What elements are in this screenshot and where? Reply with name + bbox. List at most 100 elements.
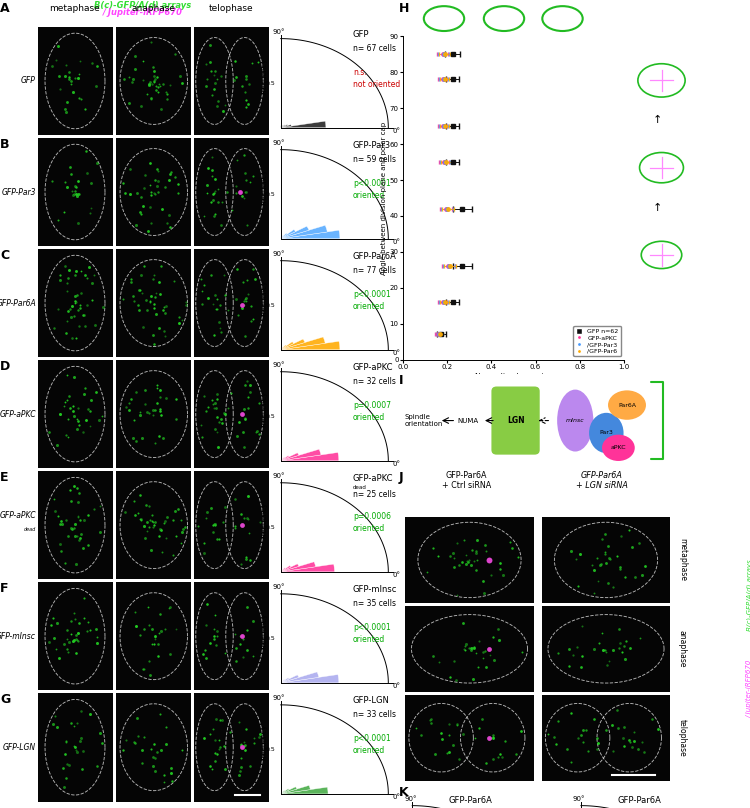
Text: G: G xyxy=(0,693,10,706)
Point xyxy=(460,558,472,570)
Point xyxy=(484,569,496,582)
Point xyxy=(242,490,254,503)
Point xyxy=(46,612,58,625)
Point xyxy=(133,303,145,316)
Point xyxy=(566,545,578,558)
Point xyxy=(212,316,224,329)
Point xyxy=(598,528,610,541)
Point xyxy=(608,644,619,657)
Point xyxy=(160,93,172,106)
Text: GFP-Par6A: GFP-Par6A xyxy=(448,797,492,806)
Point xyxy=(211,629,223,642)
Point xyxy=(151,162,163,175)
Point xyxy=(506,542,518,555)
Point xyxy=(120,734,132,747)
Point xyxy=(166,775,178,788)
Point xyxy=(240,294,252,307)
Point xyxy=(94,726,106,739)
Point xyxy=(463,553,475,566)
Point xyxy=(238,378,250,391)
Point xyxy=(238,735,250,748)
Point xyxy=(88,268,100,281)
Point xyxy=(628,571,640,584)
Text: oriented: oriented xyxy=(352,413,386,422)
Point xyxy=(84,207,96,220)
Point xyxy=(148,519,160,532)
Point xyxy=(638,745,650,758)
Point xyxy=(209,397,221,410)
Point xyxy=(204,728,216,741)
Text: K: K xyxy=(399,786,409,799)
Point xyxy=(240,553,252,566)
Polygon shape xyxy=(280,785,310,794)
Point xyxy=(70,190,82,203)
Point xyxy=(202,400,214,413)
Point xyxy=(68,522,80,535)
Point xyxy=(515,725,527,738)
Point xyxy=(60,59,72,72)
Point xyxy=(139,182,151,195)
Point xyxy=(145,93,157,106)
Point xyxy=(232,715,244,728)
Point xyxy=(231,153,243,166)
X-axis label: Normalized cap size: Normalized cap size xyxy=(475,372,552,381)
Point xyxy=(615,530,627,543)
Point xyxy=(166,166,178,179)
Text: oriented: oriented xyxy=(352,635,386,644)
Point xyxy=(209,184,221,197)
Polygon shape xyxy=(280,124,285,128)
Text: Frequency: Frequency xyxy=(262,390,268,427)
Point xyxy=(200,652,211,665)
Point xyxy=(62,271,74,284)
Text: Par3: Par3 xyxy=(599,431,613,436)
Point xyxy=(472,661,484,674)
Point xyxy=(488,654,500,667)
Point xyxy=(593,636,605,649)
Point xyxy=(66,332,78,345)
Point xyxy=(61,276,73,289)
Point xyxy=(124,163,136,176)
Point xyxy=(159,180,171,193)
Point xyxy=(443,746,455,759)
Point xyxy=(64,627,76,640)
Point xyxy=(435,727,447,740)
Point xyxy=(44,635,55,648)
Point xyxy=(454,753,466,766)
Text: GFP-Par6A: GFP-Par6A xyxy=(0,299,36,308)
Point xyxy=(211,388,223,401)
Point xyxy=(212,440,224,453)
Point xyxy=(588,587,600,600)
Point xyxy=(239,292,251,305)
Point xyxy=(246,57,258,69)
Point xyxy=(158,517,170,530)
Point xyxy=(160,217,172,229)
Text: Frequency: Frequency xyxy=(262,724,268,760)
Point xyxy=(496,751,508,764)
Point xyxy=(170,529,182,542)
Point xyxy=(136,431,148,444)
Point xyxy=(211,532,223,545)
Point xyxy=(215,325,227,338)
Text: 0.5: 0.5 xyxy=(266,747,275,752)
Point xyxy=(254,516,266,528)
Point xyxy=(241,374,253,387)
Point xyxy=(134,489,146,502)
Point xyxy=(230,520,242,532)
Point xyxy=(159,329,171,342)
Point xyxy=(57,761,69,774)
Polygon shape xyxy=(280,672,319,683)
Point xyxy=(563,643,575,656)
Point xyxy=(151,381,163,394)
Point xyxy=(160,391,172,404)
Point xyxy=(166,549,178,562)
Point xyxy=(247,263,259,276)
Point xyxy=(591,743,603,755)
Point xyxy=(427,541,439,554)
Text: GFP-aPKC: GFP-aPKC xyxy=(352,474,393,483)
Point xyxy=(147,403,159,416)
Point xyxy=(479,538,491,551)
Point xyxy=(118,187,130,200)
Text: GFP-Par6A: GFP-Par6A xyxy=(617,797,661,806)
Text: 0.5: 0.5 xyxy=(266,414,275,419)
Ellipse shape xyxy=(557,389,593,452)
